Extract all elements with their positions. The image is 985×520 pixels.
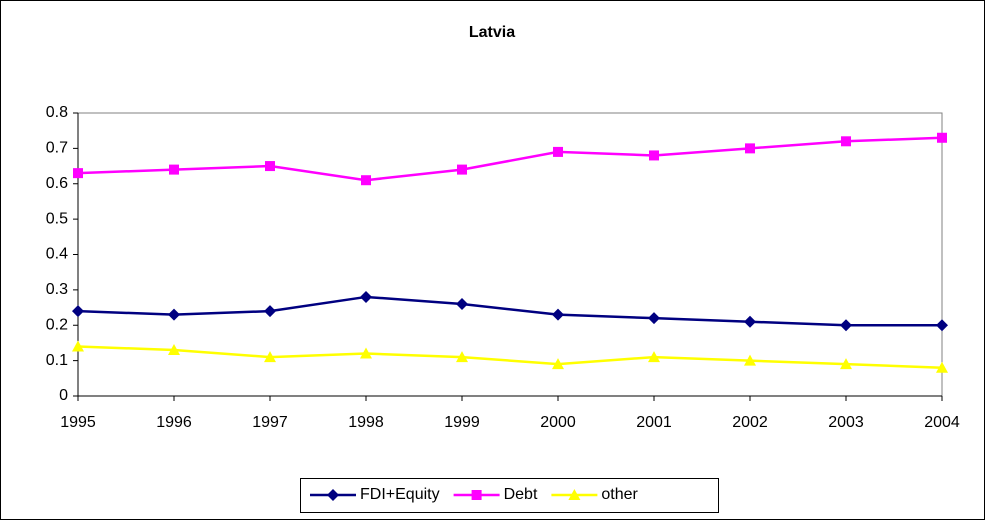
marker — [168, 308, 180, 321]
marker — [552, 308, 564, 321]
legend-label: other — [601, 486, 638, 503]
legend-marker — [568, 489, 581, 500]
marker — [264, 351, 276, 363]
marker — [169, 164, 179, 175]
marker — [552, 358, 564, 370]
marker — [553, 146, 563, 157]
y-tick-label: 0.2 — [46, 316, 68, 333]
x-tick-label: 1997 — [252, 414, 288, 431]
marker — [649, 150, 659, 161]
x-tick-label: 2002 — [732, 414, 768, 431]
x-tick-label: 1995 — [60, 414, 96, 431]
marker — [72, 305, 84, 318]
x-tick-label: 2001 — [636, 414, 672, 431]
y-tick-label: 0.1 — [46, 352, 68, 369]
marker — [936, 319, 948, 332]
marker — [72, 340, 84, 352]
marker — [361, 175, 371, 186]
marker — [456, 298, 468, 311]
series-line — [77, 345, 943, 369]
marker — [841, 136, 851, 147]
legend-label: Debt — [504, 486, 538, 503]
x-tick-label: 1999 — [444, 414, 480, 431]
legend-label: FDI+Equity — [360, 486, 440, 503]
marker — [265, 161, 275, 172]
legend-marker — [471, 490, 482, 500]
marker — [360, 290, 372, 303]
marker — [264, 305, 276, 318]
series-line — [77, 136, 943, 182]
marker — [168, 344, 180, 356]
x-tick-label: 1996 — [156, 414, 192, 431]
marker — [360, 347, 372, 359]
marker — [73, 168, 83, 179]
y-tick-label: 0.7 — [46, 140, 68, 157]
legend-marker — [327, 489, 339, 501]
x-tick-label: 2003 — [828, 414, 864, 431]
y-tick-label: 0.6 — [46, 175, 68, 192]
chart-title: Latvia — [469, 24, 515, 41]
marker — [648, 312, 660, 325]
y-tick-label: 0.3 — [46, 281, 68, 298]
legend-box — [300, 478, 719, 513]
marker — [648, 351, 660, 363]
y-tick-label: 0.5 — [46, 210, 68, 227]
marker — [937, 132, 947, 143]
marker — [936, 361, 948, 373]
x-tick-label: 1998 — [348, 414, 384, 431]
marker — [744, 315, 756, 328]
marker — [456, 351, 468, 363]
marker — [840, 319, 852, 332]
y-tick-label: 0 — [59, 387, 68, 404]
x-tick-label: 2004 — [924, 414, 960, 431]
y-tick-label: 0.4 — [46, 246, 68, 263]
y-tick-label: 0.8 — [46, 104, 68, 121]
marker — [744, 354, 756, 366]
marker — [745, 143, 755, 154]
marker — [457, 164, 467, 175]
x-tick-label: 2000 — [540, 414, 576, 431]
marker — [840, 358, 852, 370]
series-line — [77, 295, 942, 327]
